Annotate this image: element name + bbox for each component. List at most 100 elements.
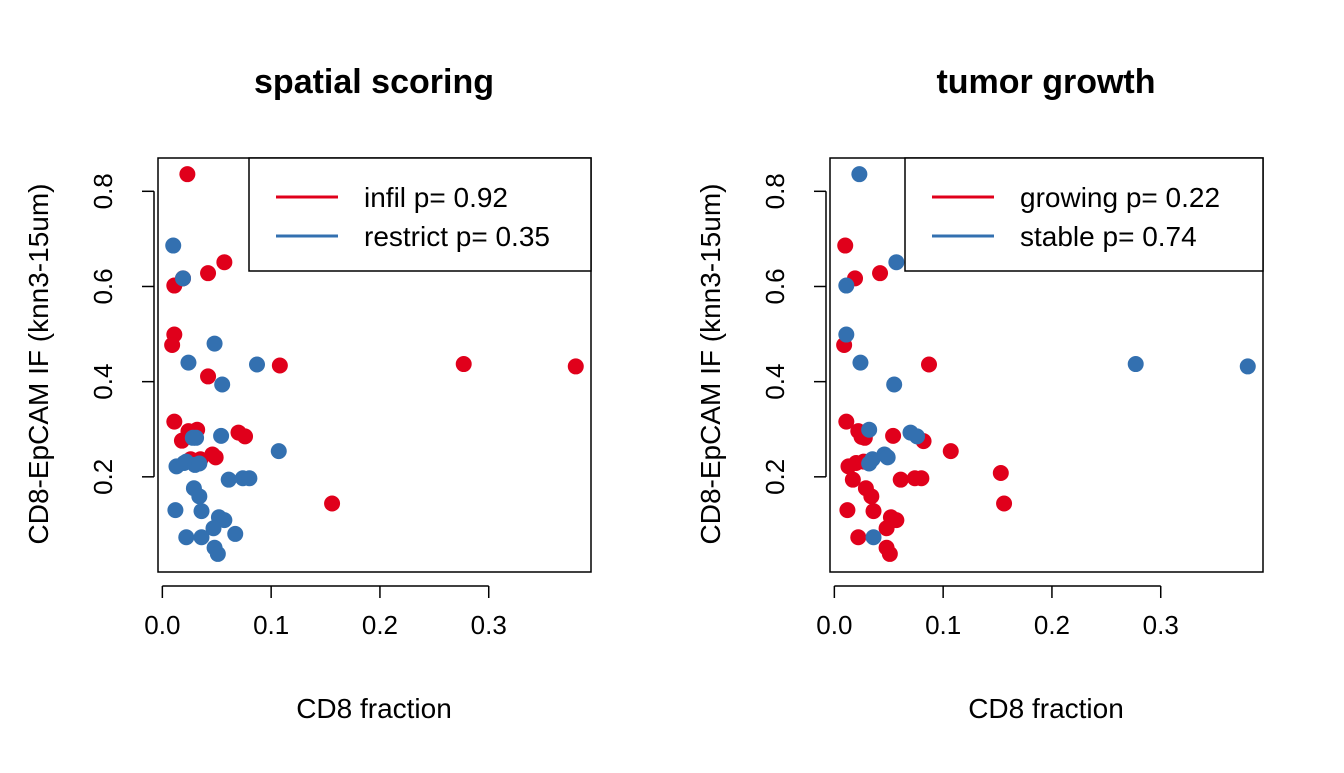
point-restrict [270,443,287,460]
panel-spatial-scoring: spatial scoring CD8 fraction CD8-EpCAM I… [23,63,592,724]
x-tick-label: 0.0 [144,610,180,640]
point-restrict [180,354,197,371]
point-infil [166,413,183,430]
x-tick-label: 0.3 [1143,610,1179,640]
y-axis-label: CD8-EpCAM IF (knn3-15um) [23,184,54,545]
point-stable [861,421,878,438]
point-restrict [249,356,266,373]
chart-title: spatial scoring [254,63,494,101]
y-axis-label: CD8-EpCAM IF (knn3-15um) [695,184,726,545]
point-stable [851,166,868,183]
axis-ticks: 0.0 0.1 0.2 0.3 0.2 0.4 0.6 0.8 [88,173,507,640]
y-tick-label: 0.6 [88,268,118,304]
point-growing [881,545,898,562]
point-infil [237,428,254,445]
legend-label-growing: growing p= 0.22 [1020,182,1220,213]
point-restrict [213,427,230,444]
point-growing [992,465,1009,482]
point-growing [921,356,938,373]
point-infil [455,356,472,373]
x-tick-label: 0.2 [1034,610,1070,640]
point-growing [913,470,930,487]
point-infil [164,337,181,354]
y-tick-label: 0.2 [760,459,790,495]
point-infil [324,495,341,512]
point-stable [852,354,869,371]
point-stable [888,254,905,271]
axis-ticks: 0.0 0.1 0.2 0.3 0.2 0.4 0.6 0.8 [760,173,1179,640]
point-restrict [214,376,231,393]
point-stable [879,449,896,466]
x-tick-label: 0.0 [816,610,852,640]
legend-box [904,157,1264,272]
point-restrict [167,502,184,519]
x-tick-label: 0.1 [925,610,961,640]
point-restrict [191,455,208,472]
point-growing [850,529,867,546]
point-infil [200,265,217,282]
point-stable [1127,356,1144,373]
legend-label-stable: stable p= 0.74 [1020,221,1197,252]
point-growing [872,265,889,282]
point-restrict [178,529,195,546]
point-restrict [193,503,210,520]
point-stable [886,376,903,393]
point-restrict [205,520,222,537]
y-tick-label: 0.4 [760,364,790,400]
point-growing [892,471,909,488]
point-stable [861,455,878,472]
y-tick-label: 0.8 [760,173,790,209]
point-growing [837,237,854,254]
point-infil [207,449,224,466]
point-infil [179,166,196,183]
y-tick-label: 0.4 [88,364,118,400]
y-tick-label: 0.6 [760,268,790,304]
legend-label-restrict: restrict p= 0.35 [364,221,550,252]
point-restrict [206,335,223,352]
legend-box [248,157,592,272]
point-restrict [216,512,233,529]
point-growing [865,503,882,520]
point-stable [865,529,882,546]
point-growing [885,427,902,444]
panel-tumor-growth: tumor growth CD8 fraction CD8-EpCAM IF (… [695,63,1264,724]
x-axis-label: CD8 fraction [968,693,1124,724]
point-infil [200,368,217,385]
point-growing [838,413,855,430]
point-restrict [193,529,210,546]
point-restrict [165,237,182,254]
point-growing [996,495,1013,512]
point-growing [942,443,959,460]
point-growing [844,471,861,488]
point-infil [567,358,584,375]
point-restrict [227,525,244,542]
x-tick-label: 0.3 [471,610,507,640]
points-layer [164,166,584,562]
legend: growing p= 0.22 stable p= 0.74 [904,157,1264,272]
y-tick-label: 0.8 [88,173,118,209]
point-stable [1239,358,1256,375]
point-restrict [188,429,205,446]
y-tick-label: 0.2 [88,459,118,495]
point-infil [271,357,288,374]
point-restrict [191,488,208,505]
chart-title: tumor growth [936,63,1155,101]
point-stable [838,326,855,343]
point-infil [216,254,233,271]
x-tick-label: 0.2 [362,610,398,640]
legend: infil p= 0.92 restrict p= 0.35 [248,157,592,272]
x-axis-label: CD8 fraction [296,693,452,724]
point-restrict [175,270,192,287]
legend-label-infil: infil p= 0.92 [364,182,508,213]
point-growing [863,488,880,505]
point-restrict [220,471,237,488]
point-stable [909,428,926,445]
point-stable [838,277,855,294]
points-layer [836,166,1256,562]
point-growing [878,520,895,537]
x-tick-label: 0.1 [253,610,289,640]
point-restrict [209,545,226,562]
point-restrict [241,470,258,487]
